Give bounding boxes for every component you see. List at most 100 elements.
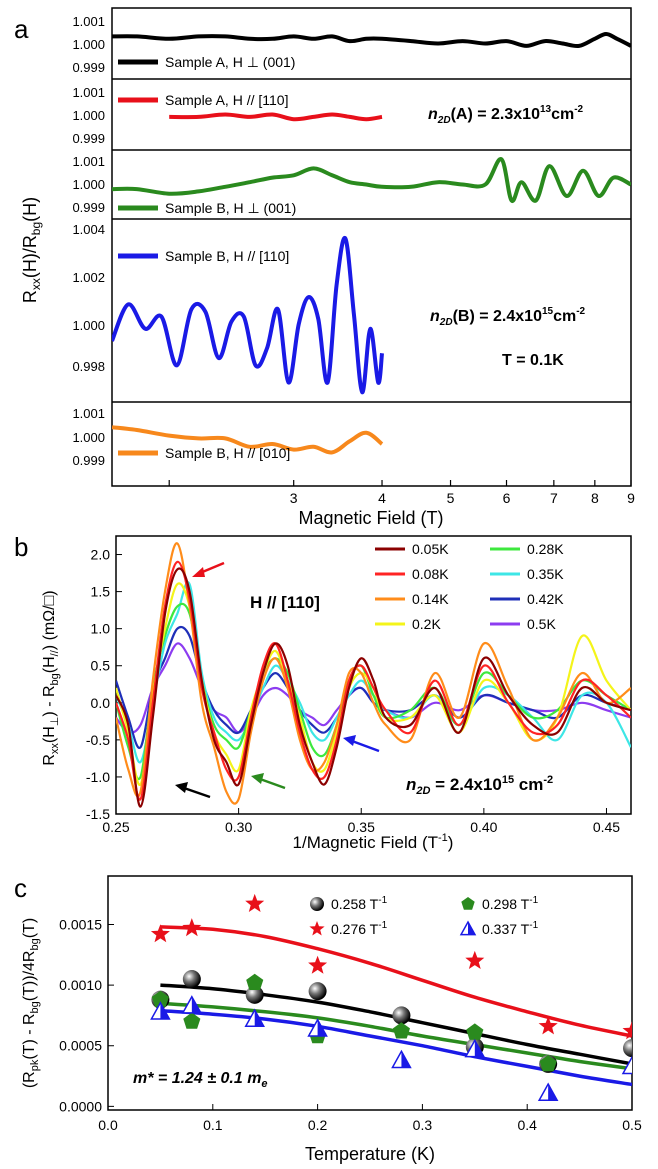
legend-label: 0.14K: [412, 591, 449, 607]
a3-ytick: 1.000: [72, 177, 105, 192]
point-triangle: [181, 995, 203, 1014]
point-pentagon: [392, 1022, 410, 1039]
panel-b-field-label: H // [110]: [250, 593, 320, 612]
panel-a-series: [112, 32, 631, 455]
panel-c-ylabel: (Rpk(T) - Rbg(T))/4Rbg(T): [21, 918, 41, 1088]
legend-label: 0.05K: [412, 541, 449, 557]
x-tick-label: 9: [627, 490, 635, 506]
point-triangle: [621, 1055, 632, 1075]
point-sphere: [623, 1039, 632, 1058]
point-star: [245, 893, 265, 912]
legend-label: 0.258 T-1: [331, 895, 388, 912]
legend-label: 0.337 T-1: [482, 920, 539, 937]
point-star: [150, 924, 170, 943]
panel-b-yticks: 2.0 1.5 1.0 0.5 0.0 -0.5 -1.0 -1.5: [86, 547, 122, 822]
point-triangle: [244, 1008, 265, 1028]
arrow-black: [175, 782, 211, 799]
legend-sample-a-perp: Sample A, H ⊥ (001): [165, 54, 295, 70]
a2-ytick: 1.001: [72, 85, 105, 100]
x-tick-label: 0.45: [593, 819, 620, 835]
a3-ytick: 1.001: [72, 154, 105, 169]
point-triangle: [391, 1049, 412, 1069]
point-triangle: [150, 1001, 171, 1020]
x-tick-label: 0.4: [517, 1117, 537, 1133]
x-tick-label: 0.40: [470, 819, 497, 835]
y-tick-label: 0.0015: [59, 916, 102, 932]
series-line-1: [169, 112, 383, 122]
point-pentagon: [183, 1012, 201, 1029]
a1-ytick: 1.001: [72, 14, 105, 29]
series-line-4: [112, 425, 384, 455]
panel-b-legend: 0.05K 0.08K 0.14K 0.2K 0.28K 0.35K 0.42K 0.5K: [375, 541, 564, 632]
panel-a-xticks: 3 4 5 6 7 8 9: [168, 480, 635, 506]
legend-label: 0.42K: [527, 591, 564, 607]
fit-line-0.276 T-1: [160, 925, 632, 1038]
y-tick-label: 0.0000: [59, 1098, 102, 1114]
panel-b-series: [116, 542, 631, 808]
panel-c-legend: 0.258 T-1 0.276 T-1 0.298 T-1 0.337 T-1: [309, 895, 539, 937]
y-tick-label: 0.0: [91, 695, 111, 711]
y-tick-label: 2.0: [91, 547, 111, 563]
series-line-0.42K: [116, 625, 631, 749]
series-line-0: [112, 32, 631, 49]
legend-label: 0.298 T-1: [482, 895, 539, 912]
point-pentagon: [461, 897, 475, 910]
series-line-2: [112, 157, 631, 203]
panel-c-xticks: 0.0 0.1 0.2 0.3 0.4 0.5: [98, 1104, 642, 1133]
y-tick-label: -1.0: [86, 769, 110, 785]
a4-ytick: 1.004: [72, 222, 105, 237]
point-pentagon: [466, 1023, 484, 1040]
x-tick-label: 0.25: [102, 819, 129, 835]
panel-a-xlabel: Magnetic Field (T): [298, 508, 443, 528]
point-star: [308, 955, 328, 974]
a4-ytick: 0.998: [72, 359, 105, 374]
annotation-n2d-b: n2D(B) = 2.4x1015cm-2: [430, 306, 586, 328]
a2-ytick: 0.999: [72, 131, 105, 146]
point-sphere: [245, 985, 264, 1004]
x-tick-label: 6: [503, 490, 511, 506]
legend-sample-b-110: Sample B, H // [110]: [165, 248, 289, 264]
panel-b-xticks: 0.25 0.30 0.35 0.40 0.45: [102, 808, 620, 835]
series-line-0.14K: [116, 542, 631, 805]
panel-a-frames: [111, 7, 632, 487]
panel-c-mass: m* = 1.24 ± 0.1 me: [133, 1070, 268, 1090]
y-tick-label: 1.0: [91, 621, 111, 637]
point-sphere: [182, 970, 201, 989]
point-pentagon: [246, 973, 264, 990]
a1-ytick: 1.000: [72, 37, 105, 52]
panel-c-xlabel: Temperature (K): [305, 1144, 435, 1164]
arrow-red: [192, 561, 225, 577]
panel-c-yticks: 0.0015 0.0010 0.0005 0.0000: [59, 916, 114, 1114]
point-triangle: [537, 1082, 559, 1101]
legend-label: 0.28K: [527, 541, 564, 557]
a4-ytick: 1.002: [72, 270, 105, 285]
panel-a-yticks: 1.001 1.000 0.999 1.001 1.000 0.999 1.00…: [72, 14, 105, 468]
a3-ytick: 0.999: [72, 200, 105, 215]
x-tick-label: 4: [378, 490, 386, 506]
series-line-0.05K: [116, 567, 631, 808]
panel-b-frame: [115, 535, 632, 815]
y-tick-label: -0.5: [86, 732, 110, 748]
x-tick-label: 0.30: [225, 819, 252, 835]
legend-label: 0.276 T-1: [331, 920, 388, 937]
x-tick-label: 0.3: [413, 1117, 433, 1133]
a5-ytick: 0.999: [72, 453, 105, 468]
y-tick-label: -1.5: [86, 806, 110, 822]
x-tick-label: 7: [550, 490, 558, 506]
legend-sample-a-110: Sample A, H // [110]: [165, 92, 288, 108]
legend-label: 0.35K: [527, 566, 564, 582]
panel-a-legends: Sample A, H ⊥ (001) Sample A, H // [110]…: [118, 54, 296, 461]
panel-b-ylabel: Rxx(H⊥) - Rbg(H//) (mΩ/□): [41, 590, 61, 765]
legend-label: 0.08K: [412, 566, 449, 582]
y-tick-label: 0.0010: [59, 977, 102, 993]
y-tick-label: 0.5: [91, 658, 111, 674]
annotation-n2d-a: n2D(A) = 2.3x1013cm-2: [428, 104, 584, 126]
a5-ytick: 1.001: [72, 406, 105, 421]
series-line-3: [112, 236, 384, 395]
panel-b-label: b: [14, 532, 28, 562]
panel-b-xlabel: 1/Magnetic Field (T-1): [293, 832, 454, 852]
point-triangle: [464, 1038, 486, 1058]
point-triangle: [307, 1018, 328, 1037]
a1-ytick: 0.999: [72, 60, 105, 75]
series-line-0.08K: [116, 560, 631, 801]
